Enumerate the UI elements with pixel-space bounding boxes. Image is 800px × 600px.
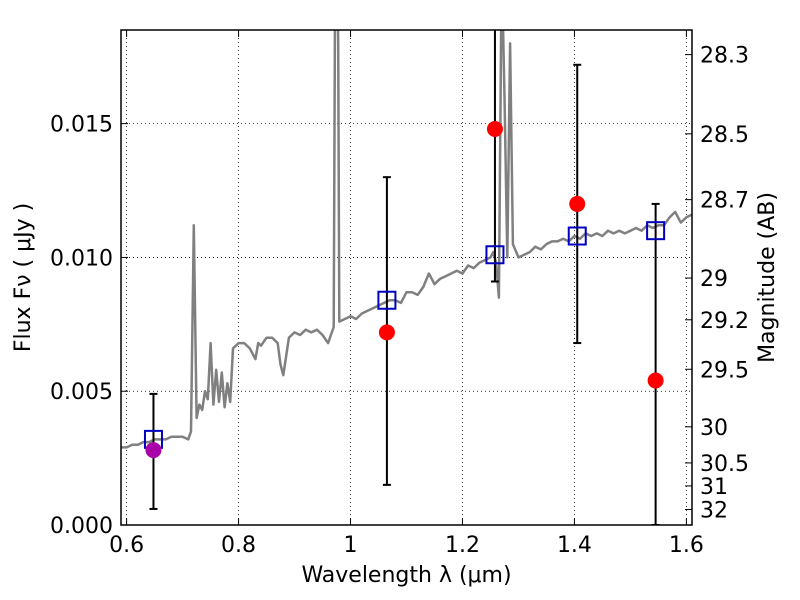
x-tick-label: 1.2 xyxy=(445,533,480,558)
x-tick-label: 1 xyxy=(344,533,358,558)
model-square xyxy=(377,290,397,310)
mag-tick-label: 31 xyxy=(700,475,728,500)
observed-point xyxy=(145,442,162,459)
x-axis-label: Wavelength λ (μm) xyxy=(301,563,511,588)
y-tick-label: 0.015 xyxy=(50,113,113,138)
x-tick-label: 1.6 xyxy=(669,533,704,558)
model-square xyxy=(485,245,505,265)
x-tick-label: 1.4 xyxy=(557,533,592,558)
y-tick-label: 0.010 xyxy=(50,246,113,271)
mag-tick-label: 30.5 xyxy=(700,452,749,477)
mag-tick-label: 28.5 xyxy=(700,123,749,148)
grid xyxy=(121,30,692,526)
x-tick-label: 0.8 xyxy=(221,533,256,558)
mag-tick-label: 28.3 xyxy=(700,44,749,69)
y-axis-right-label: Magnitude (AB) xyxy=(755,192,780,363)
x-tick-label: 0.6 xyxy=(109,533,144,558)
plot-frame xyxy=(120,29,693,526)
y-tick-label: 0.000 xyxy=(50,514,113,539)
mag-tick-label: 28.7 xyxy=(700,189,749,214)
mag-tick-label: 30 xyxy=(700,416,728,441)
observed-point xyxy=(486,121,503,137)
observed-point xyxy=(378,324,395,341)
y-tick-label: 0.005 xyxy=(50,380,113,405)
model-square xyxy=(567,226,587,246)
axis-ticks: 0.6 0.8 1 1.2 1.4 1.6 0.000 0.005 0.010 0.015 28.3… xyxy=(50,30,749,558)
spectrum-line xyxy=(121,30,692,449)
y-axis-label: Flux Fν ( μJy ) xyxy=(11,203,36,352)
mag-tick-label: 29 xyxy=(700,267,728,292)
plot-area xyxy=(121,30,692,525)
observed-point xyxy=(569,195,586,212)
mag-tick-label: 29.5 xyxy=(700,358,749,383)
mag-tick-label: 32 xyxy=(700,498,728,523)
mag-tick-label: 29.2 xyxy=(700,309,749,334)
model-square xyxy=(646,221,666,241)
observed-point xyxy=(647,372,664,389)
